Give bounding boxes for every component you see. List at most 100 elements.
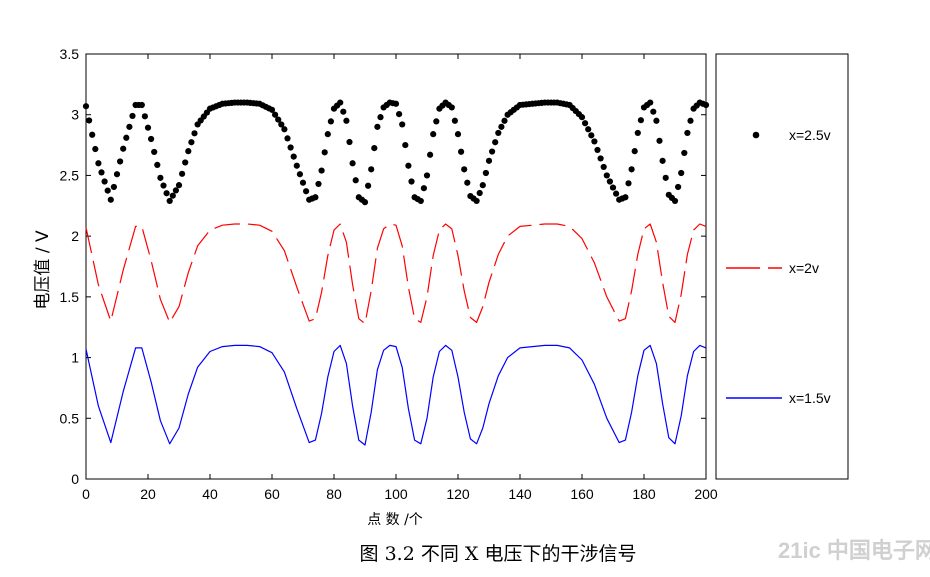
data-point xyxy=(365,182,372,189)
data-point xyxy=(278,121,285,128)
y-tick-label: 1.5 xyxy=(60,289,80,305)
data-point xyxy=(606,178,614,185)
data-point xyxy=(275,116,282,123)
data-point xyxy=(123,134,130,141)
data-point xyxy=(321,149,328,156)
y-tick-label: 0.5 xyxy=(60,410,80,426)
data-point xyxy=(293,162,300,169)
data-point xyxy=(662,174,669,181)
data-point xyxy=(343,117,350,124)
x-tick-label: 60 xyxy=(264,486,280,502)
series-x15-line xyxy=(85,344,707,446)
y-axis: 0 0.5 1 1.5 2 2.5 3 3.5 xyxy=(60,46,706,487)
data-point xyxy=(163,190,170,197)
legend-label: x=2v xyxy=(789,260,819,276)
data-point xyxy=(458,148,465,155)
data-point xyxy=(479,182,486,189)
data-point xyxy=(98,169,105,176)
x-tick-label: 20 xyxy=(140,486,156,502)
watermark: 21ic 中国电子网 xyxy=(778,538,930,563)
x-tick-label: 140 xyxy=(508,486,532,502)
data-point xyxy=(324,131,331,138)
data-point xyxy=(172,187,179,194)
data-point xyxy=(185,148,192,155)
data-point xyxy=(396,111,403,118)
legend-label: x=1.5v xyxy=(789,390,831,406)
data-point xyxy=(578,114,586,121)
legend: x=2.5v x=2v x=1.5v xyxy=(726,127,831,406)
x-tick-label: 40 xyxy=(202,486,218,502)
data-point xyxy=(361,199,369,206)
data-point xyxy=(151,148,158,156)
data-point xyxy=(647,99,654,106)
data-point xyxy=(684,129,691,137)
series-layer xyxy=(82,99,710,446)
data-point xyxy=(656,137,663,144)
data-point xyxy=(352,177,359,184)
data-point xyxy=(281,126,288,133)
data-point xyxy=(120,145,127,152)
figure-caption: 图 3.2 不同 X 电压下的干涉信号 xyxy=(360,543,637,565)
data-point xyxy=(681,149,688,157)
data-point xyxy=(597,155,604,162)
data-point xyxy=(371,145,378,152)
data-point xyxy=(622,194,629,201)
data-point xyxy=(110,183,117,191)
series-x25-dots xyxy=(82,99,710,206)
data-point xyxy=(492,139,499,146)
data-point xyxy=(498,123,505,130)
data-point xyxy=(582,120,589,127)
data-point xyxy=(609,184,617,191)
x-tick-label: 180 xyxy=(632,486,656,502)
data-point xyxy=(368,166,375,173)
data-point xyxy=(417,197,424,205)
data-point xyxy=(303,188,310,195)
data-point xyxy=(272,111,279,118)
data-point xyxy=(92,145,99,153)
y-tick-label: 3 xyxy=(71,107,79,123)
data-point xyxy=(287,144,294,151)
data-point xyxy=(392,100,400,107)
data-point xyxy=(268,106,276,113)
data-point xyxy=(702,101,710,109)
data-point xyxy=(495,129,502,137)
data-point xyxy=(377,114,384,121)
data-point xyxy=(191,130,198,137)
data-point xyxy=(166,197,173,205)
data-point xyxy=(101,178,108,185)
plot-area xyxy=(85,53,707,480)
data-point xyxy=(454,131,462,138)
data-point xyxy=(86,117,93,124)
data-point xyxy=(290,153,297,160)
data-point xyxy=(126,123,133,130)
data-point xyxy=(603,172,610,179)
data-point xyxy=(129,112,136,120)
data-point xyxy=(433,118,440,125)
data-point xyxy=(141,113,148,120)
data-point xyxy=(82,103,90,110)
data-point xyxy=(337,99,344,106)
legend-label: x=2.5v xyxy=(789,127,831,143)
data-point xyxy=(107,196,114,203)
data-point xyxy=(179,170,186,177)
data-point xyxy=(427,151,434,158)
data-point xyxy=(628,166,635,173)
data-point xyxy=(423,172,431,179)
data-point xyxy=(637,117,645,124)
y-tick-label: 0 xyxy=(71,471,79,487)
y-tick-label: 2 xyxy=(71,228,79,244)
data-point xyxy=(420,185,427,192)
data-point xyxy=(113,171,121,178)
data-point xyxy=(650,108,657,115)
data-point xyxy=(284,135,291,142)
x-axis-label: 点 数 /个 xyxy=(367,512,423,528)
data-point xyxy=(175,182,183,189)
x-tick-label: 0 xyxy=(82,486,90,502)
data-point xyxy=(485,157,493,164)
x-tick-label: 80 xyxy=(326,486,342,502)
data-point xyxy=(585,126,592,133)
data-point xyxy=(104,187,111,194)
data-point xyxy=(160,182,167,189)
data-point xyxy=(489,148,496,155)
data-point xyxy=(144,124,152,131)
